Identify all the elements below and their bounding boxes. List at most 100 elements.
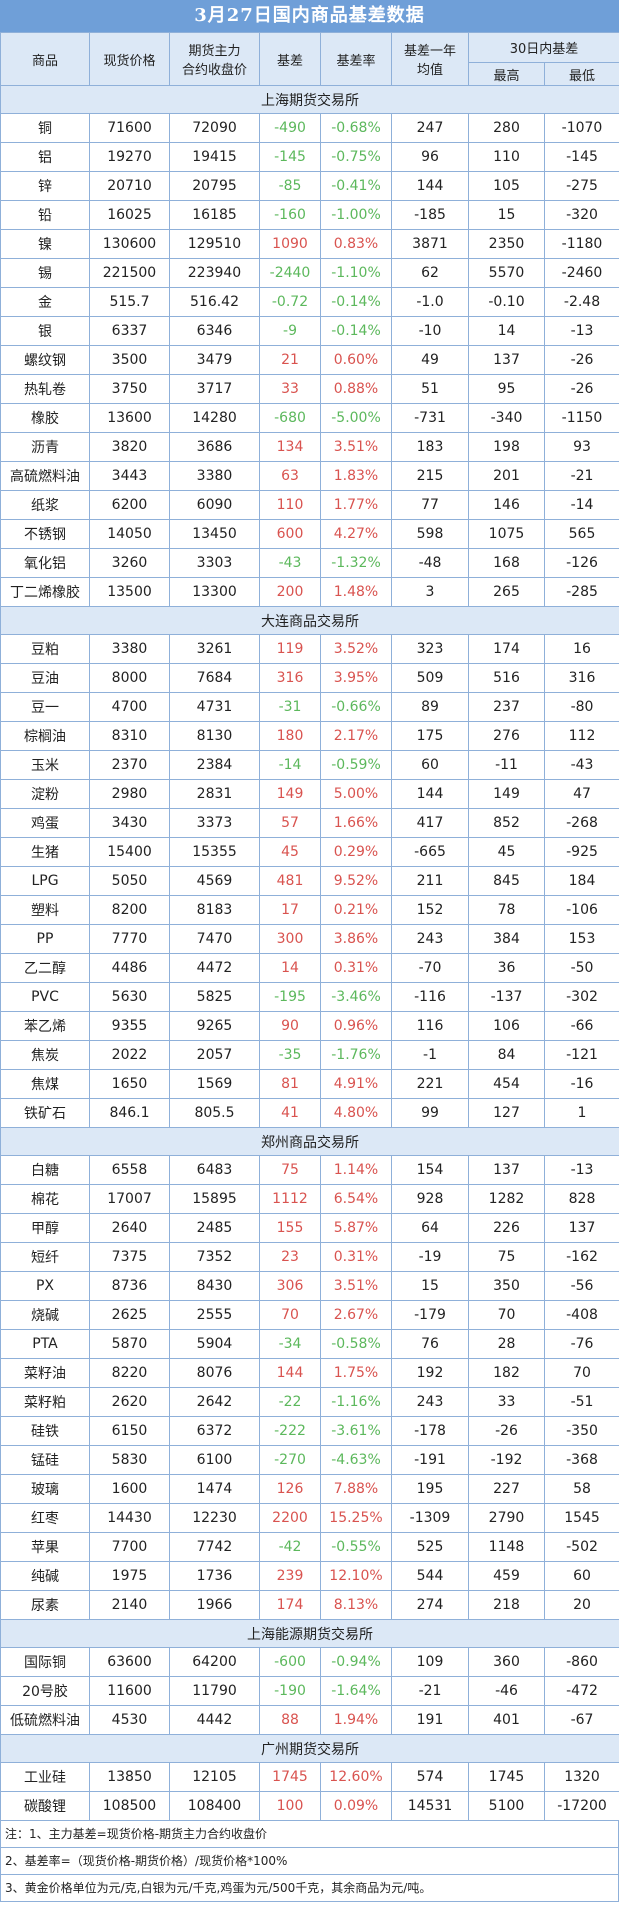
cell-spot: 3380 bbox=[89, 634, 170, 664]
table-header: 商品 现货价格 期货主力 合约收盘价 基差 基差率 基差一年 均值 30日内基差… bbox=[0, 32, 619, 86]
table-row: 铝 19270 19415 -145 -0.75% 96 110 -145 bbox=[0, 142, 619, 172]
cell-name: 塑料 bbox=[0, 895, 90, 925]
cell-low-30d: -2.48 bbox=[543, 287, 619, 317]
cell-spot: 8736 bbox=[89, 1271, 170, 1301]
cell-year-avg: 96 bbox=[391, 142, 469, 172]
cell-basis-rate: -0.94% bbox=[320, 1647, 392, 1677]
cell-year-avg: 183 bbox=[391, 432, 469, 462]
cell-high-30d: 28 bbox=[468, 1329, 545, 1359]
cell-futures: 4442 bbox=[169, 1705, 260, 1735]
cell-basis: 1745 bbox=[259, 1762, 321, 1792]
cell-spot: 14050 bbox=[89, 519, 170, 549]
table-row: PX 8736 8430 306 3.51% 15 350 -56 bbox=[0, 1271, 619, 1301]
cell-name: 银 bbox=[0, 316, 90, 346]
cell-high-30d: 1075 bbox=[468, 519, 545, 549]
cell-basis: 239 bbox=[259, 1561, 321, 1591]
note-1: 注：1、主力基差=现货价格-期货主力合约收盘价 bbox=[5, 1827, 268, 1841]
cell-basis: -9 bbox=[259, 316, 321, 346]
cell-basis: -195 bbox=[259, 982, 321, 1012]
cell-year-avg: 116 bbox=[391, 1011, 469, 1041]
cell-low-30d: 828 bbox=[543, 1184, 619, 1214]
cell-name: 锡 bbox=[0, 258, 90, 288]
cell-low-30d: -285 bbox=[543, 577, 619, 607]
cell-futures: 3686 bbox=[169, 432, 260, 462]
cell-spot: 2370 bbox=[89, 750, 170, 780]
cell-futures: 7742 bbox=[169, 1532, 260, 1562]
cell-spot: 4700 bbox=[89, 692, 170, 722]
table-row: 尿素 2140 1966 174 8.13% 274 218 20 bbox=[0, 1590, 619, 1620]
cell-high-30d: -192 bbox=[468, 1445, 545, 1475]
cell-basis-rate: 0.88% bbox=[320, 374, 392, 404]
cell-basis: 23 bbox=[259, 1242, 321, 1272]
cell-name: PP bbox=[0, 924, 90, 954]
cell-futures: 8183 bbox=[169, 895, 260, 925]
cell-basis-rate: -1.64% bbox=[320, 1676, 392, 1706]
cell-high-30d: 384 bbox=[468, 924, 545, 954]
cell-year-avg: 154 bbox=[391, 1155, 469, 1185]
cell-basis-rate: 12.60% bbox=[320, 1762, 392, 1792]
table-row: 铜 71600 72090 -490 -0.68% 247 280 -1070 bbox=[0, 113, 619, 143]
header-year-avg-line2: 均值 bbox=[416, 63, 443, 78]
cell-basis: 306 bbox=[259, 1271, 321, 1301]
table-row: 菜籽油 8220 8076 144 1.75% 192 182 70 bbox=[0, 1358, 619, 1388]
cell-basis-rate: 3.52% bbox=[320, 634, 392, 664]
cell-name: 低硫燃料油 bbox=[0, 1705, 90, 1735]
cell-high-30d: -26 bbox=[468, 1416, 545, 1446]
table-row: 银 6337 6346 -9 -0.14% -10 14 -13 bbox=[0, 316, 619, 346]
section-header-row: 上海能源期货交易所 bbox=[0, 1619, 619, 1648]
cell-name: 豆一 bbox=[0, 692, 90, 722]
table-row: PTA 5870 5904 -34 -0.58% 76 28 -76 bbox=[0, 1329, 619, 1359]
cell-low-30d: -80 bbox=[543, 692, 619, 722]
cell-name: 鸡蛋 bbox=[0, 808, 90, 838]
cell-futures: 2831 bbox=[169, 779, 260, 809]
table-row: 氧化铝 3260 3303 -43 -1.32% -48 168 -126 bbox=[0, 548, 619, 578]
cell-low-30d: -21 bbox=[543, 461, 619, 491]
cell-spot: 6200 bbox=[89, 490, 170, 520]
cell-spot: 1975 bbox=[89, 1561, 170, 1591]
cell-high-30d: 95 bbox=[468, 374, 545, 404]
cell-spot: 2980 bbox=[89, 779, 170, 809]
cell-basis-rate: -0.55% bbox=[320, 1532, 392, 1562]
cell-spot: 7375 bbox=[89, 1242, 170, 1272]
cell-year-avg: -665 bbox=[391, 837, 469, 867]
cell-spot: 8000 bbox=[89, 663, 170, 693]
header-high: 最高 bbox=[468, 62, 545, 86]
cell-low-30d: 153 bbox=[543, 924, 619, 954]
cell-year-avg: 175 bbox=[391, 721, 469, 751]
table-row: 锌 20710 20795 -85 -0.41% 144 105 -275 bbox=[0, 171, 619, 201]
cell-low-30d: -275 bbox=[543, 171, 619, 201]
cell-name: 苯乙烯 bbox=[0, 1011, 90, 1041]
cell-year-avg: 99 bbox=[391, 1098, 469, 1128]
cell-futures: 7352 bbox=[169, 1242, 260, 1272]
cell-high-30d: 265 bbox=[468, 577, 545, 607]
cell-spot: 4530 bbox=[89, 1705, 170, 1735]
cell-basis: 45 bbox=[259, 837, 321, 867]
cell-futures: 64200 bbox=[169, 1647, 260, 1677]
cell-spot: 13850 bbox=[89, 1762, 170, 1792]
cell-name: 碳酸锂 bbox=[0, 1791, 90, 1821]
cell-futures: 12105 bbox=[169, 1762, 260, 1792]
cell-name: 金 bbox=[0, 287, 90, 317]
cell-basis: -35 bbox=[259, 1040, 321, 1070]
cell-futures: 805.5 bbox=[169, 1098, 260, 1128]
cell-basis: 41 bbox=[259, 1098, 321, 1128]
cell-name: 锰硅 bbox=[0, 1445, 90, 1475]
cell-basis: 180 bbox=[259, 721, 321, 751]
cell-basis-rate: -0.75% bbox=[320, 142, 392, 172]
table-row: 金 515.7 516.42 -0.72 -0.14% -1.0 -0.10 -2.48 bbox=[0, 287, 619, 317]
cell-name: 红枣 bbox=[0, 1503, 90, 1533]
cell-name: 纸浆 bbox=[0, 490, 90, 520]
cell-futures: 2555 bbox=[169, 1300, 260, 1330]
cell-year-avg: 15 bbox=[391, 1271, 469, 1301]
cell-spot: 130600 bbox=[89, 229, 170, 259]
cell-name: LPG bbox=[0, 866, 90, 896]
cell-basis: 100 bbox=[259, 1791, 321, 1821]
cell-high-30d: 137 bbox=[468, 345, 545, 375]
cell-name: 菜籽油 bbox=[0, 1358, 90, 1388]
cell-basis-rate: 2.17% bbox=[320, 721, 392, 751]
cell-low-30d: -14 bbox=[543, 490, 619, 520]
cell-spot: 5630 bbox=[89, 982, 170, 1012]
cell-high-30d: 237 bbox=[468, 692, 545, 722]
cell-name: 焦煤 bbox=[0, 1069, 90, 1099]
cell-high-30d: -137 bbox=[468, 982, 545, 1012]
